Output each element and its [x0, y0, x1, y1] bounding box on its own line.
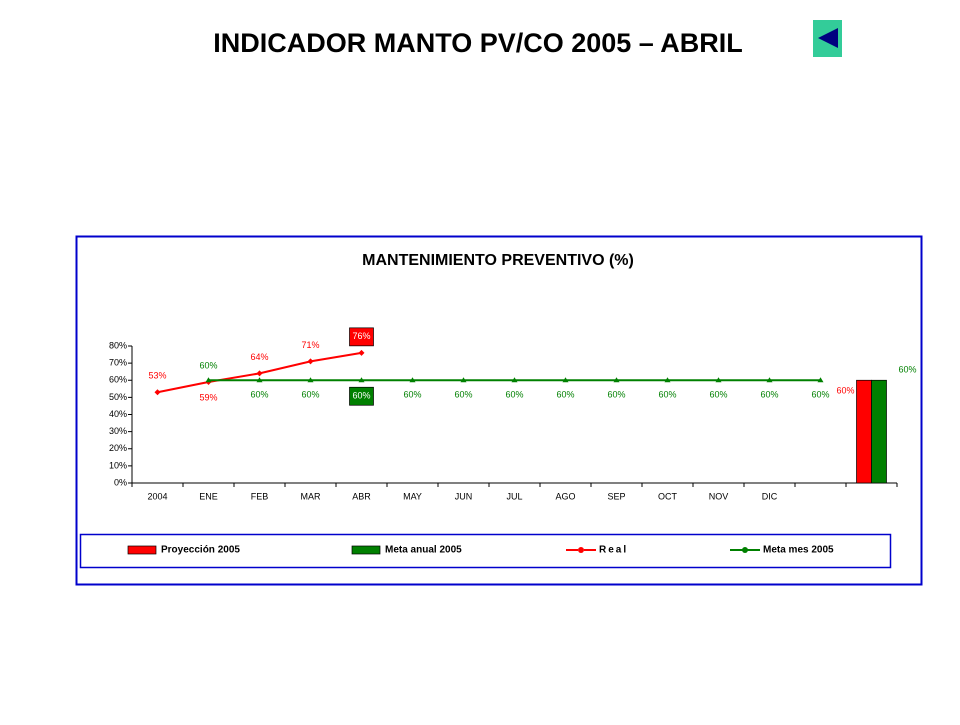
back-button[interactable]: [813, 20, 842, 57]
chart-frame: [75, 235, 923, 586]
marker: [613, 377, 620, 383]
x-tick-label: AGO: [555, 491, 575, 501]
marker: [307, 358, 314, 365]
legend-label: Meta anual 2005: [385, 545, 462, 556]
data-label: 60%: [505, 390, 523, 400]
x-tick-label: JUL: [506, 491, 522, 501]
x-tick-label: OCT: [658, 491, 678, 501]
data-label: 53%: [148, 371, 166, 381]
marker: [766, 377, 773, 383]
legend-swatch: [351, 545, 381, 555]
data-label: 60%: [250, 390, 268, 400]
data-label: 59%: [199, 392, 217, 402]
data-label: 60%: [556, 390, 574, 400]
marker: [715, 377, 722, 383]
data-label: 60%: [760, 390, 778, 400]
x-tick-label: DIC: [762, 491, 778, 501]
data-label: 60%: [352, 391, 370, 401]
marker: [256, 370, 263, 377]
marker: [664, 377, 671, 383]
bar-label: 60%: [836, 386, 854, 396]
x-tick-label: NOV: [709, 491, 729, 501]
label-box: [349, 386, 374, 406]
data-label: 60%: [199, 361, 217, 371]
y-tick-label: 30%: [109, 426, 127, 436]
marker: [817, 377, 824, 383]
label-box: [349, 327, 374, 347]
x-tick-label: 2004: [147, 491, 167, 501]
marker: [460, 377, 467, 383]
x-tick-label: JUN: [455, 491, 473, 501]
y-tick-label: 40%: [109, 409, 127, 419]
data-label: 60%: [301, 390, 319, 400]
data-label: 76%: [352, 331, 370, 341]
marker: [358, 377, 365, 383]
bar: [871, 379, 887, 484]
y-tick-label: 80%: [109, 340, 127, 350]
marker: [256, 377, 263, 383]
y-tick-label: 20%: [109, 443, 127, 453]
data-label: 60%: [811, 390, 829, 400]
marker: [205, 377, 212, 383]
legend-label: Proyección 2005: [161, 545, 240, 556]
y-tick-label: 60%: [109, 375, 127, 385]
x-tick-label: MAR: [301, 491, 322, 501]
x-tick-label: ENE: [199, 491, 218, 501]
legend-label: Real: [599, 545, 628, 556]
marker: [307, 377, 314, 383]
x-tick-label: SEP: [607, 491, 625, 501]
marker: [358, 349, 365, 356]
y-tick-label: 10%: [109, 460, 127, 470]
x-tick-label: ABR: [352, 491, 371, 501]
y-tick-label: 0%: [114, 477, 127, 487]
slide-title: INDICADOR MANTO PV/CO 2005 – ABRIL: [213, 28, 743, 58]
data-label: 60%: [454, 390, 472, 400]
x-tick-label: MAY: [403, 491, 422, 501]
bar-label: 60%: [899, 365, 917, 375]
y-tick-label: 70%: [109, 358, 127, 368]
legend-marker: [742, 547, 748, 553]
data-label: 71%: [301, 340, 319, 350]
chart-title: MANTENIMIENTO PREVENTIVO (%): [362, 252, 634, 269]
marker: [562, 377, 569, 383]
marker: [154, 389, 161, 396]
data-label: 60%: [607, 390, 625, 400]
data-label: 60%: [403, 390, 421, 400]
legend-swatch: [127, 545, 157, 555]
marker: [409, 377, 416, 383]
y-tick-label: 50%: [109, 392, 127, 402]
data-label: 64%: [250, 352, 268, 362]
data-label: 60%: [658, 390, 676, 400]
marker: [511, 377, 518, 383]
legend-marker: [578, 547, 584, 553]
button-icon[interactable]: [818, 28, 838, 48]
legend-label: Meta mes 2005: [763, 545, 834, 556]
bar: [856, 379, 872, 484]
data-label: 60%: [709, 390, 727, 400]
x-tick-label: FEB: [251, 491, 269, 501]
